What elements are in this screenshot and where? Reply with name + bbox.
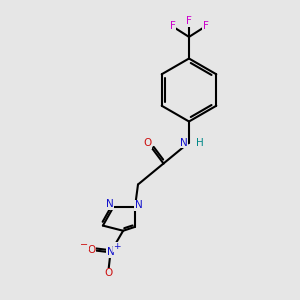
Text: N: N — [180, 137, 188, 148]
Text: F: F — [186, 16, 192, 26]
Text: H: H — [196, 137, 203, 148]
Text: O: O — [104, 268, 112, 278]
Text: N: N — [106, 248, 114, 257]
Text: O: O — [143, 138, 152, 148]
Text: O: O — [87, 245, 95, 255]
Text: N: N — [106, 199, 114, 209]
Text: F: F — [169, 21, 175, 32]
Text: +: + — [113, 242, 121, 251]
Text: F: F — [202, 21, 208, 32]
Text: −: − — [80, 240, 88, 250]
Text: N: N — [135, 200, 142, 210]
